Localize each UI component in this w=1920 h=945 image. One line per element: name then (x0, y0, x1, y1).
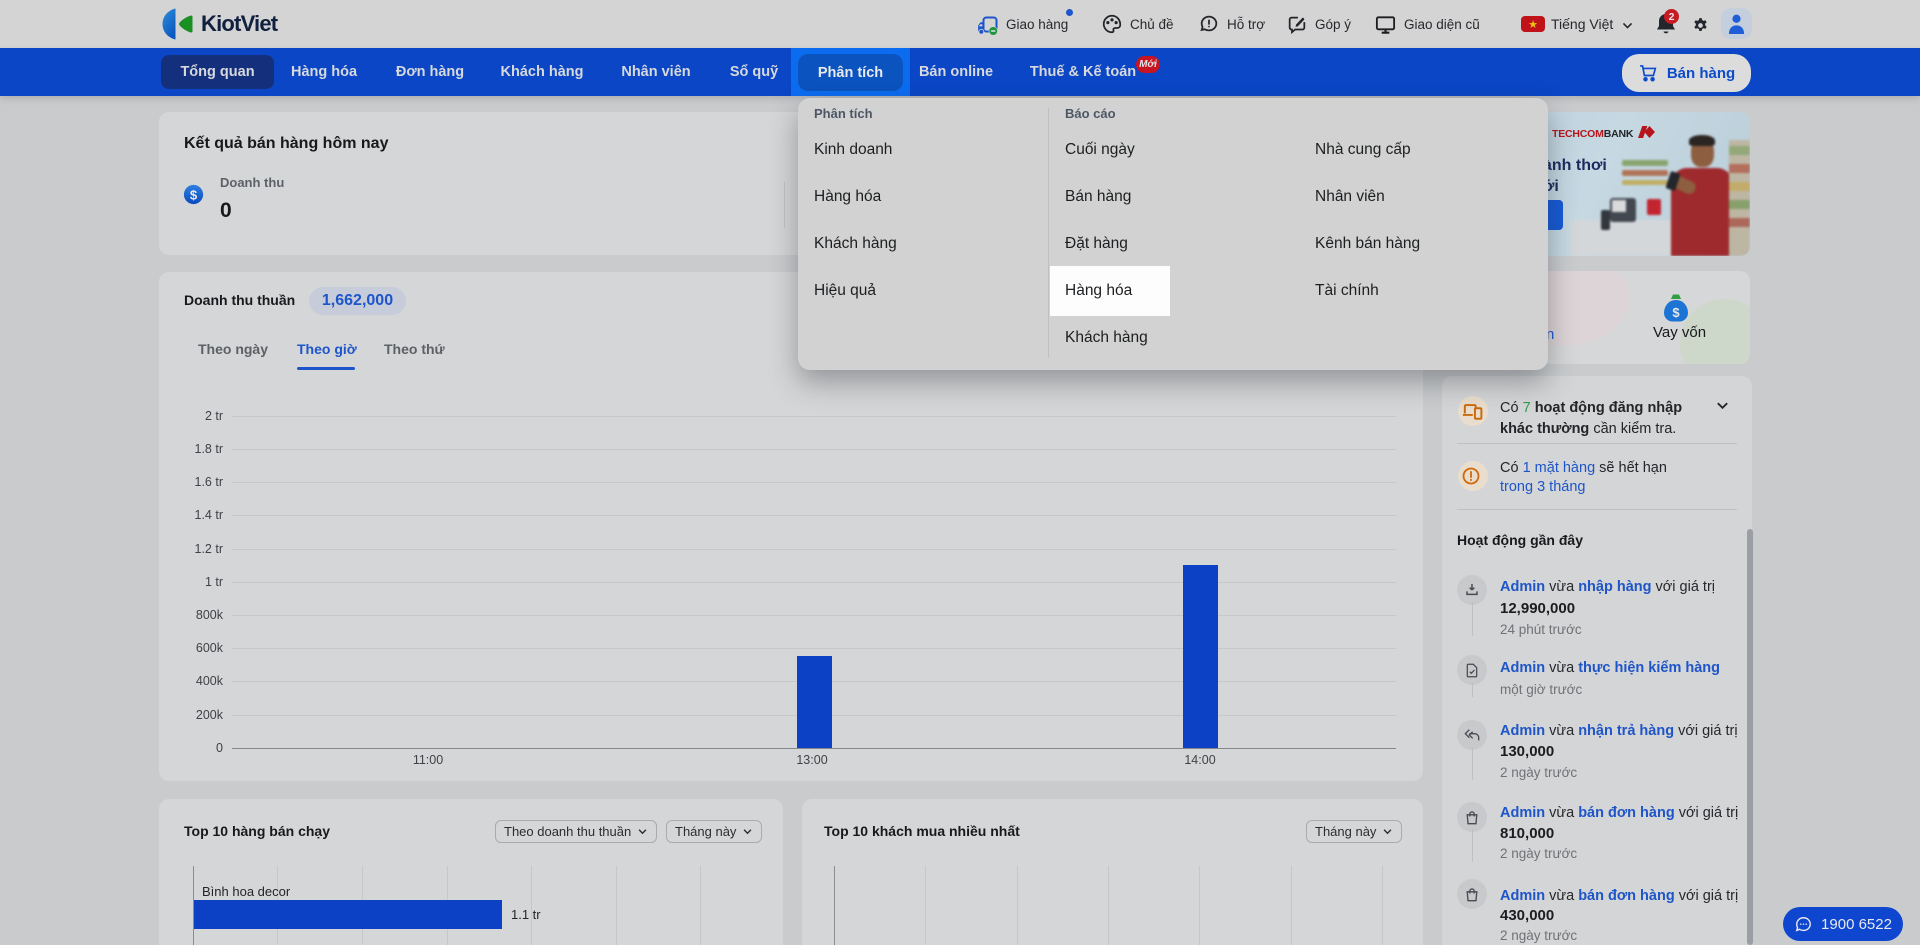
svg-text:$: $ (1672, 305, 1680, 320)
svg-text:$: $ (190, 187, 198, 202)
